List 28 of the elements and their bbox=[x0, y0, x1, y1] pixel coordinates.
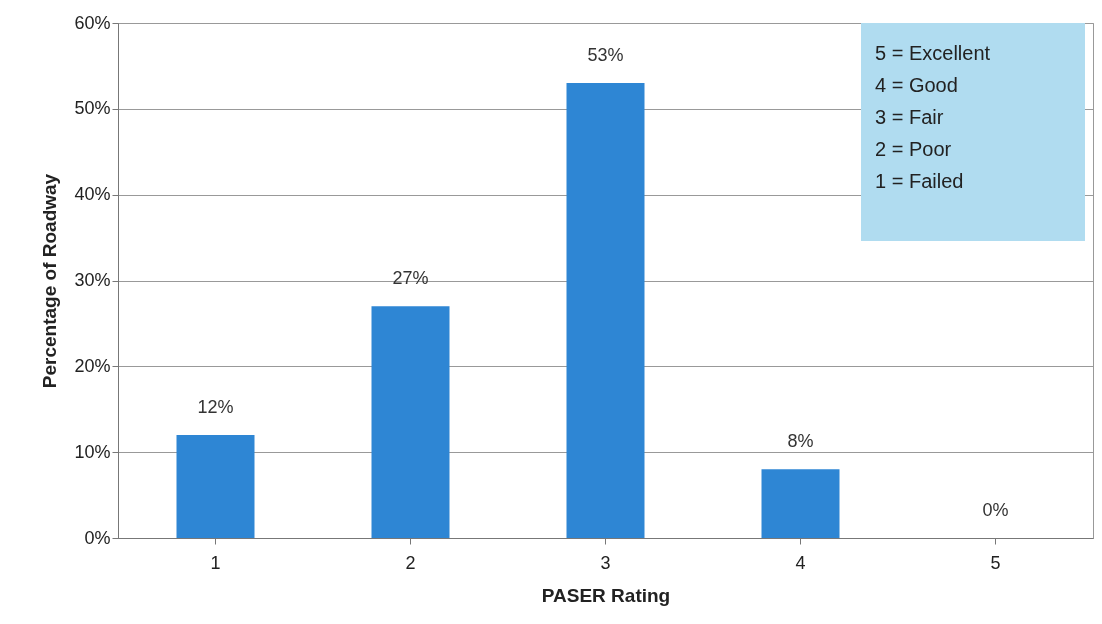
annotation: 3 = Fair bbox=[875, 105, 945, 130]
bar bbox=[761, 469, 840, 538]
x-tick-label: 3 bbox=[600, 552, 611, 573]
data-label: 53% bbox=[587, 45, 624, 66]
data-label: 12% bbox=[197, 397, 234, 417]
bar bbox=[566, 83, 645, 538]
y-tick-label: 30% bbox=[74, 270, 111, 290]
data-label: 8% bbox=[787, 431, 814, 452]
y-tick-label: 50% bbox=[74, 98, 111, 119]
bar bbox=[176, 435, 255, 538]
annotation: 2 = Poor bbox=[875, 137, 953, 162]
y-axis-title: Percentage of Roadway bbox=[39, 173, 61, 389]
annotation: 4 = Good bbox=[875, 73, 959, 98]
y-tick-label: 40% bbox=[74, 184, 111, 205]
y-tick-label: 20% bbox=[74, 355, 111, 376]
x-tick-label: 2 bbox=[405, 552, 416, 573]
x-tick-label: 1 bbox=[210, 552, 221, 573]
x-tick-label: 5 bbox=[990, 552, 1001, 573]
y-tick-label: 0% bbox=[84, 527, 111, 548]
y-tick-label: 60% bbox=[74, 12, 111, 33]
data-label: 27% bbox=[392, 268, 429, 289]
y-tick-label: 10% bbox=[74, 441, 111, 462]
annotation: 1 = Failed bbox=[875, 169, 965, 194]
annotation: 5 = Excellent bbox=[875, 41, 992, 66]
bar bbox=[371, 306, 450, 538]
x-axis-title: PASER Rating bbox=[541, 584, 671, 606]
x-tick-label: 4 bbox=[795, 552, 806, 573]
data-label: 0% bbox=[982, 500, 1009, 520]
